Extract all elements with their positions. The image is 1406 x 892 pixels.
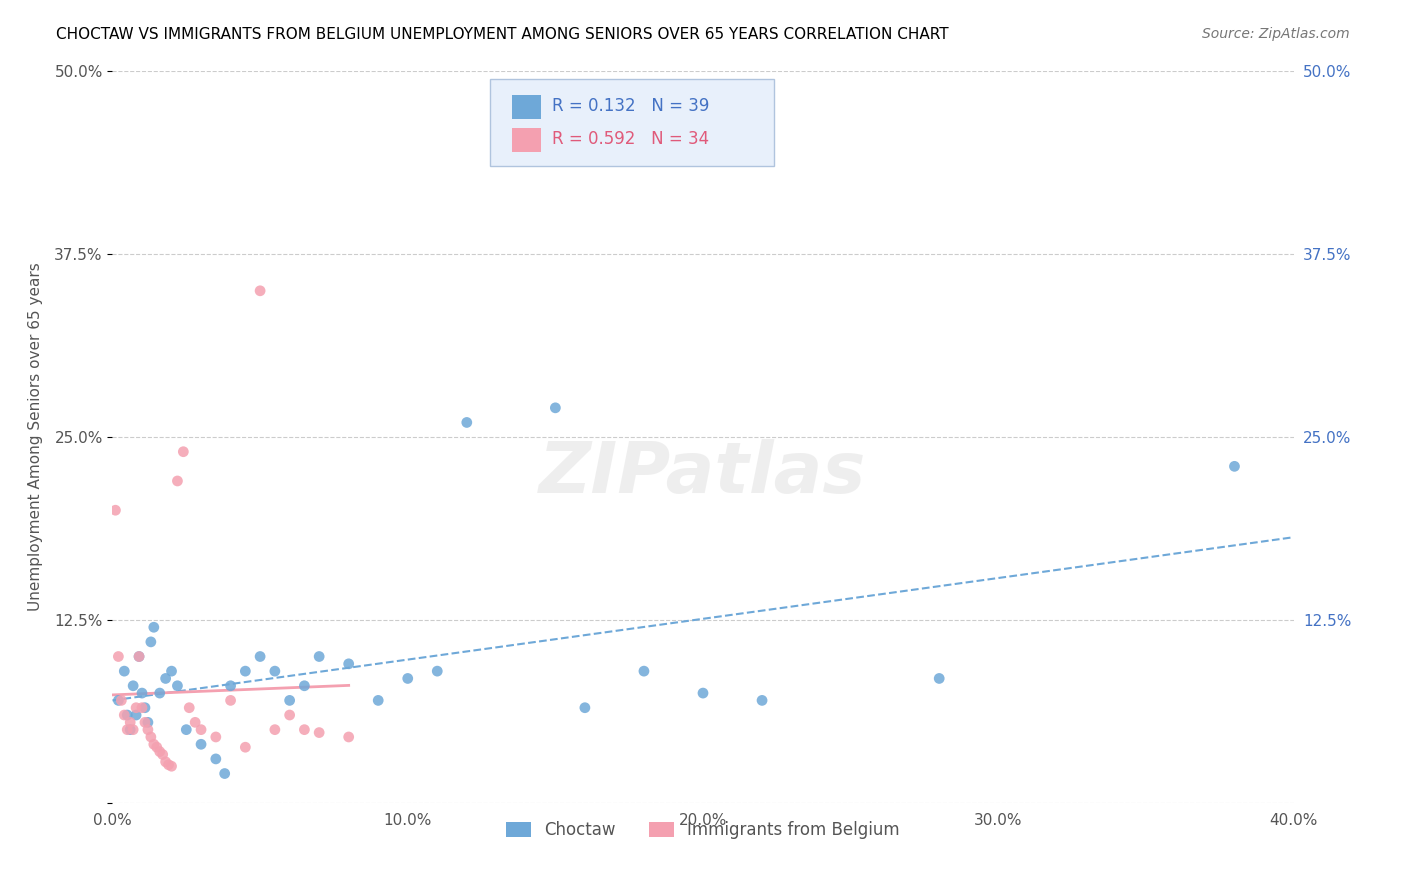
Point	[426, 664, 449, 678]
Point	[544, 401, 567, 415]
Point	[190, 737, 212, 751]
Text: R = 0.132   N = 39: R = 0.132 N = 39	[551, 97, 709, 115]
Point	[146, 740, 169, 755]
Text: ZIPatlas: ZIPatlas	[540, 439, 866, 508]
Point	[160, 759, 183, 773]
Point	[128, 649, 150, 664]
Point	[219, 679, 242, 693]
Point	[264, 723, 287, 737]
Point	[120, 715, 142, 730]
Point	[112, 708, 135, 723]
Y-axis label: Unemployment Among Seniors over 65 years: Unemployment Among Seniors over 65 years	[28, 263, 44, 611]
Point	[155, 672, 177, 686]
Point	[117, 723, 138, 737]
Point	[337, 657, 360, 671]
Point	[278, 693, 301, 707]
Point	[233, 740, 256, 755]
Point	[278, 708, 301, 723]
Point	[367, 693, 389, 707]
Point	[219, 693, 242, 707]
Point	[131, 686, 153, 700]
Point	[160, 664, 183, 678]
Point	[205, 752, 228, 766]
Text: R = 0.592   N = 34: R = 0.592 N = 34	[551, 130, 709, 148]
Point	[214, 766, 236, 780]
Point	[751, 693, 773, 707]
Point	[574, 700, 596, 714]
Point	[249, 284, 271, 298]
Point	[110, 693, 132, 707]
Point	[292, 723, 315, 737]
FancyBboxPatch shape	[512, 95, 541, 119]
Point	[128, 649, 150, 664]
Point	[166, 474, 188, 488]
Point	[117, 708, 138, 723]
Point	[142, 737, 165, 751]
Point	[134, 715, 156, 730]
Point	[292, 679, 315, 693]
Text: CHOCTAW VS IMMIGRANTS FROM BELGIUM UNEMPLOYMENT AMONG SENIORS OVER 65 YEARS CORR: CHOCTAW VS IMMIGRANTS FROM BELGIUM UNEMP…	[56, 27, 949, 42]
Point	[107, 649, 129, 664]
FancyBboxPatch shape	[491, 78, 773, 167]
Point	[179, 700, 201, 714]
Point	[134, 700, 156, 714]
Point	[205, 730, 228, 744]
Point	[155, 755, 177, 769]
Point	[337, 730, 360, 744]
Point	[136, 723, 159, 737]
Point	[122, 679, 145, 693]
Point	[633, 664, 655, 678]
FancyBboxPatch shape	[512, 128, 541, 152]
Point	[112, 664, 135, 678]
Point	[190, 723, 212, 737]
Point	[264, 664, 287, 678]
Point	[107, 693, 129, 707]
Point	[1223, 459, 1246, 474]
Point	[136, 715, 159, 730]
Text: Source: ZipAtlas.com: Source: ZipAtlas.com	[1202, 27, 1350, 41]
Point	[174, 723, 197, 737]
Point	[149, 686, 172, 700]
Point	[139, 730, 162, 744]
Point	[396, 672, 419, 686]
Point	[308, 649, 330, 664]
Point	[122, 723, 145, 737]
Point	[456, 416, 478, 430]
Point	[131, 700, 153, 714]
Point	[149, 745, 172, 759]
Point	[125, 708, 148, 723]
Point	[249, 649, 271, 664]
Point	[166, 679, 188, 693]
Legend: Choctaw, Immigrants from Belgium: Choctaw, Immigrants from Belgium	[499, 814, 907, 846]
Point	[692, 686, 714, 700]
Point	[157, 757, 180, 772]
Point	[120, 723, 142, 737]
Point	[152, 747, 174, 762]
Point	[233, 664, 256, 678]
Point	[308, 725, 330, 739]
Point	[125, 700, 148, 714]
Point	[104, 503, 127, 517]
Point	[928, 672, 950, 686]
Point	[139, 635, 162, 649]
Point	[172, 444, 194, 458]
Point	[184, 715, 207, 730]
Point	[142, 620, 165, 634]
